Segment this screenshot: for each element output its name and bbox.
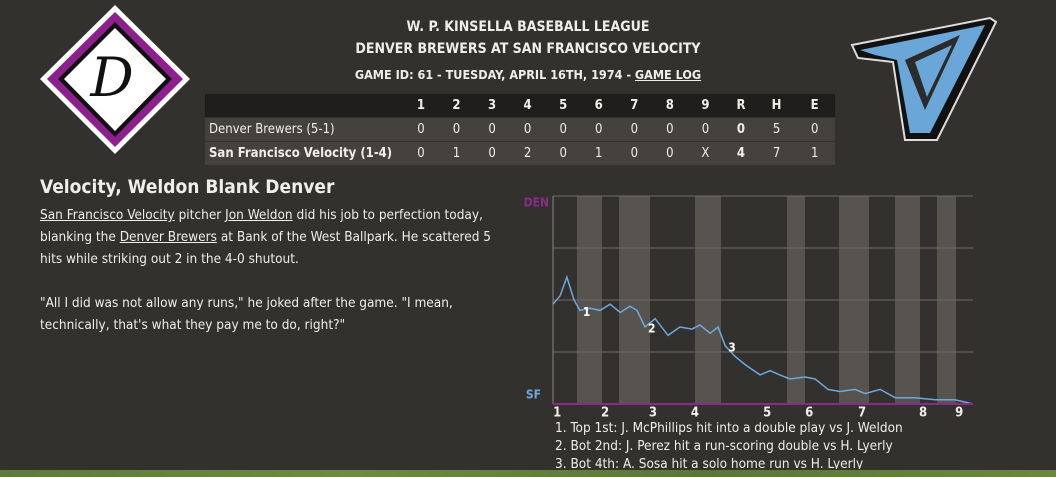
box-cell: 0 bbox=[666, 146, 674, 161]
text: pitcher bbox=[174, 207, 226, 223]
box-cell: 0 bbox=[630, 146, 639, 161]
event-line: 1. Top 1st: J. McPhillips hit into a dou… bbox=[555, 420, 903, 436]
box-header-cell: 4 bbox=[523, 98, 532, 113]
event-marker: 1 bbox=[583, 305, 591, 319]
box-score: 1 2 3 4 5 6 7 8 9 R H E Denver Brewers (5-1) 0 0 0 0 0 0 0 0… bbox=[205, 94, 835, 165]
box-header-cell: 2 bbox=[452, 98, 461, 113]
box-cell: 7 bbox=[772, 146, 781, 161]
box-header-cell: 8 bbox=[665, 98, 674, 113]
box-cell: 0 bbox=[595, 122, 603, 137]
box-cell: 5 bbox=[772, 122, 781, 137]
box-cell: 1 bbox=[452, 146, 461, 161]
box-header-cell: R bbox=[736, 98, 746, 113]
headline: Velocity, Weldon Blank Denver bbox=[40, 176, 335, 198]
link[interactable]: Denver Brewers bbox=[119, 229, 217, 245]
link[interactable]: Jon Weldon bbox=[225, 207, 293, 223]
box-cell: 0 bbox=[559, 146, 567, 161]
win-chart: DEN SF 1 2 3 4 5 6 7 8 9 1 2 3 bbox=[524, 195, 974, 421]
box-header-cell: 9 bbox=[701, 98, 710, 113]
text: at Bank of the West Ballpark. He scatter… bbox=[40, 229, 492, 267]
box-header-cell: 1 bbox=[416, 98, 425, 113]
logo-letter: D bbox=[89, 46, 133, 109]
box-cell: X bbox=[701, 146, 710, 161]
team-name: Denver Brewers (5-1) bbox=[209, 122, 335, 137]
footer-strip bbox=[0, 470, 1056, 477]
box-cell: 0 bbox=[736, 122, 746, 137]
x-tick-label: 6 bbox=[805, 406, 813, 421]
box-header-cell: 5 bbox=[559, 98, 568, 113]
box-cell: 0 bbox=[417, 146, 425, 161]
box-cell: 0 bbox=[417, 122, 425, 137]
text: "All I did was not allow any runs," he j… bbox=[40, 295, 453, 333]
team-name: San Francisco Velocity (1-4) bbox=[209, 146, 393, 161]
text: did his job to perfection today, blankin… bbox=[40, 207, 483, 245]
paragraph: San Francisco Velocity pitcher Jon Weldo… bbox=[40, 204, 508, 270]
box-header-cell: E bbox=[810, 98, 819, 113]
event-line: 2. Bot 2nd: J. Perez hit a run-scoring d… bbox=[555, 438, 893, 454]
box-cell: 2 bbox=[523, 146, 532, 161]
box-cell: 0 bbox=[630, 122, 639, 137]
box-header-cell: H bbox=[771, 98, 782, 113]
event-marker: 2 bbox=[648, 322, 656, 336]
game-info-text: GAME ID: 61 - TUESDAY, APRIL 16TH, 1974 … bbox=[354, 67, 635, 82]
top-team-label: DEN bbox=[524, 196, 549, 210]
x-tick-label: 5 bbox=[763, 406, 771, 421]
event-line: 3. Bot 4th: A. Sosa hit a solo home run … bbox=[555, 456, 864, 469]
x-tick-label: 1 bbox=[553, 406, 561, 421]
box-cell: 1 bbox=[810, 146, 819, 161]
x-tick-label: 8 bbox=[919, 406, 927, 421]
bottom-team-label: SF bbox=[526, 388, 541, 402]
box-cell: 0 bbox=[488, 146, 496, 161]
matchup-title: DENVER BREWERS AT SAN FRANCISCO VELOCITY bbox=[355, 41, 701, 57]
box-cell: 0 bbox=[810, 122, 819, 137]
box-cell: 0 bbox=[452, 122, 461, 137]
box-row: Denver Brewers (5-1) 0 0 0 0 0 0 0 0 0 0 5 0 bbox=[205, 117, 835, 142]
league-title: W. P. KINSELLA BASEBALL LEAGUE bbox=[406, 19, 650, 35]
link[interactable]: San Francisco Velocity bbox=[40, 207, 175, 223]
game-info: GAME ID: 61 - TUESDAY, APRIL 16TH, 1974 … bbox=[250, 67, 806, 82]
box-cell: 4 bbox=[736, 146, 746, 161]
box-cell: 0 bbox=[523, 122, 532, 137]
x-tick-label: 4 bbox=[691, 406, 699, 421]
box-header-cell bbox=[205, 94, 403, 118]
box-cell: 0 bbox=[488, 122, 496, 137]
x-tick-label: 7 bbox=[858, 406, 866, 421]
box-cell: 1 bbox=[595, 146, 603, 161]
home-logo bbox=[850, 16, 998, 141]
events: 1. Top 1st: J. McPhillips hit into a dou… bbox=[555, 419, 903, 469]
box-cell: 0 bbox=[666, 122, 674, 137]
box-header-cell: 7 bbox=[630, 98, 639, 113]
x-tick-label: 2 bbox=[601, 406, 609, 421]
away-logo: D bbox=[40, 5, 190, 154]
paragraph: "All I did was not allow any runs," he j… bbox=[40, 292, 508, 336]
x-tick-label: 9 bbox=[955, 406, 963, 421]
win-line bbox=[552, 274, 974, 405]
box-row: San Francisco Velocity (1-4) 0 1 0 2 0 1 0 0 X 4 7 1 bbox=[205, 141, 835, 165]
box-header-row: 1 2 3 4 5 6 7 8 9 R H E bbox=[205, 94, 835, 118]
box-header-cell: 3 bbox=[487, 98, 497, 113]
box-cell: 0 bbox=[701, 122, 710, 137]
article: San Francisco Velocity pitcher Jon Weldo… bbox=[40, 204, 508, 358]
x-tick-label: 3 bbox=[649, 406, 657, 421]
box-cell: 0 bbox=[559, 122, 567, 137]
event-marker: 3 bbox=[728, 340, 736, 354]
box-header-cell: 6 bbox=[594, 98, 603, 113]
game-log-link[interactable]: GAME LOG bbox=[634, 67, 702, 82]
